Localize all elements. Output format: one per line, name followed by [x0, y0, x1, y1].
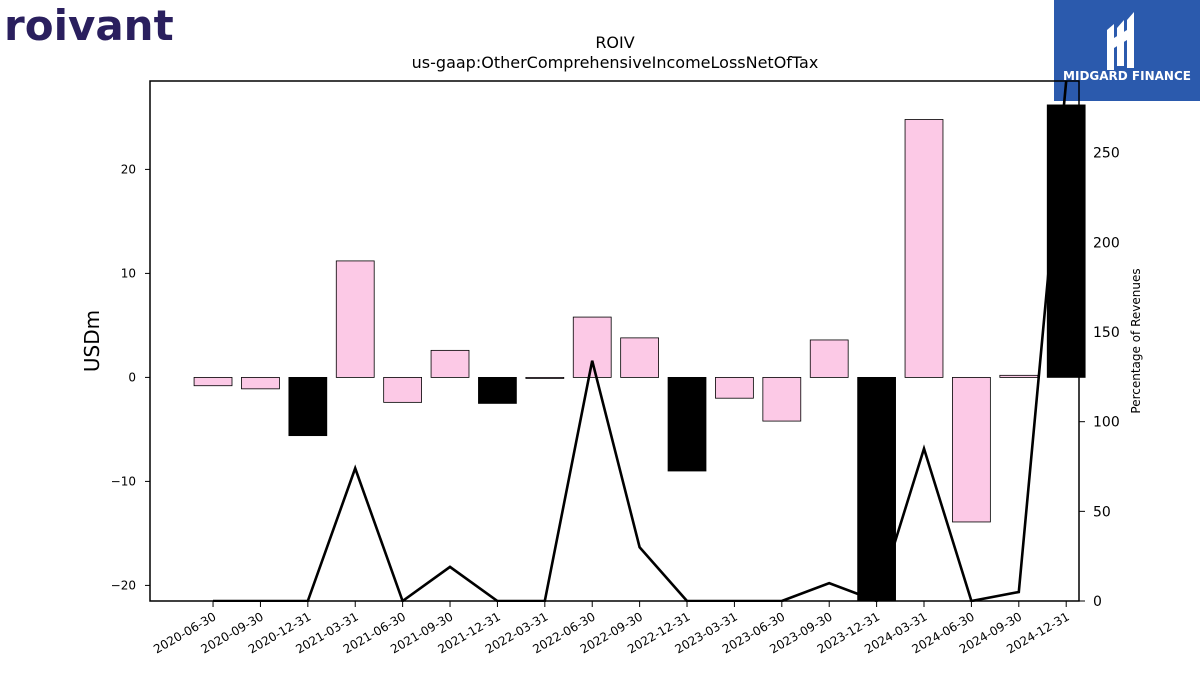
bar [572, 316, 612, 378]
y2-tick-label: 200 [1093, 235, 1120, 251]
publisher-logo-mark [1107, 12, 1134, 70]
bar [430, 349, 470, 378]
chart-title: ROIV [595, 33, 634, 52]
y2-axis-label: Percentage of Revenues [1129, 268, 1143, 413]
y-tick-label: −20 [111, 578, 136, 592]
bar [667, 376, 707, 472]
plot-frame [149, 80, 1080, 602]
bar [999, 374, 1039, 378]
chart-subtitle: us-gaap:OtherComprehensiveIncomeLossNetO… [412, 53, 819, 72]
company-logo: roivant [4, 1, 174, 50]
bar [620, 337, 659, 378]
bar [715, 376, 754, 399]
company-logo-text: roivant [4, 1, 174, 50]
y-tick-label: 0 [128, 370, 136, 384]
bar [335, 260, 375, 378]
y-axis-ticks: −20 −10 0 10 20 [111, 162, 150, 592]
y-tick-label: 20 [121, 162, 136, 176]
y2-tick-label: 50 [1093, 504, 1111, 520]
bar [193, 376, 233, 387]
bar [288, 376, 328, 437]
bar [904, 119, 944, 378]
publisher-logo-text: MIDGARD FINANCE [1063, 69, 1191, 83]
bar [952, 376, 991, 523]
line-series-path [213, 80, 1068, 602]
line-series [213, 80, 1068, 602]
bar [478, 376, 517, 404]
y2-tick-label: 0 [1093, 594, 1102, 610]
y2-tick-label: 250 [1093, 146, 1120, 162]
y2-axis-ticks: 0 50 100 150 200 250 [1079, 146, 1120, 610]
bar [857, 376, 896, 602]
bar [241, 376, 280, 390]
x-axis-ticks: 2020-06-302020-09-302020-12-312021-03-31… [151, 601, 1072, 656]
bar [809, 339, 849, 378]
bar [383, 376, 422, 403]
y2-tick-label: 100 [1093, 415, 1120, 431]
y2-tick-label: 150 [1093, 325, 1120, 341]
y-tick-label: −10 [111, 474, 136, 488]
bar-series [193, 104, 1086, 602]
publisher-logo: MIDGARD FINANCE [1054, 0, 1200, 101]
bar [525, 376, 565, 379]
bar [762, 376, 802, 422]
y-tick-label: 10 [121, 266, 136, 280]
y-axis-label: USDm [80, 310, 104, 372]
